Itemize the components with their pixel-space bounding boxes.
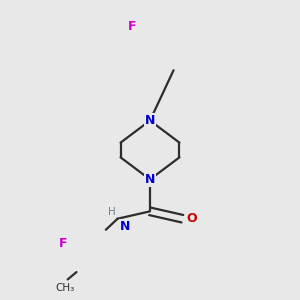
Text: CH₃: CH₃ bbox=[55, 283, 74, 293]
Text: N: N bbox=[145, 173, 155, 186]
Text: F: F bbox=[59, 237, 68, 250]
Text: N: N bbox=[120, 220, 130, 233]
Text: H: H bbox=[108, 208, 116, 218]
Text: F: F bbox=[128, 20, 137, 33]
Text: O: O bbox=[187, 212, 197, 225]
Text: N: N bbox=[145, 114, 155, 127]
